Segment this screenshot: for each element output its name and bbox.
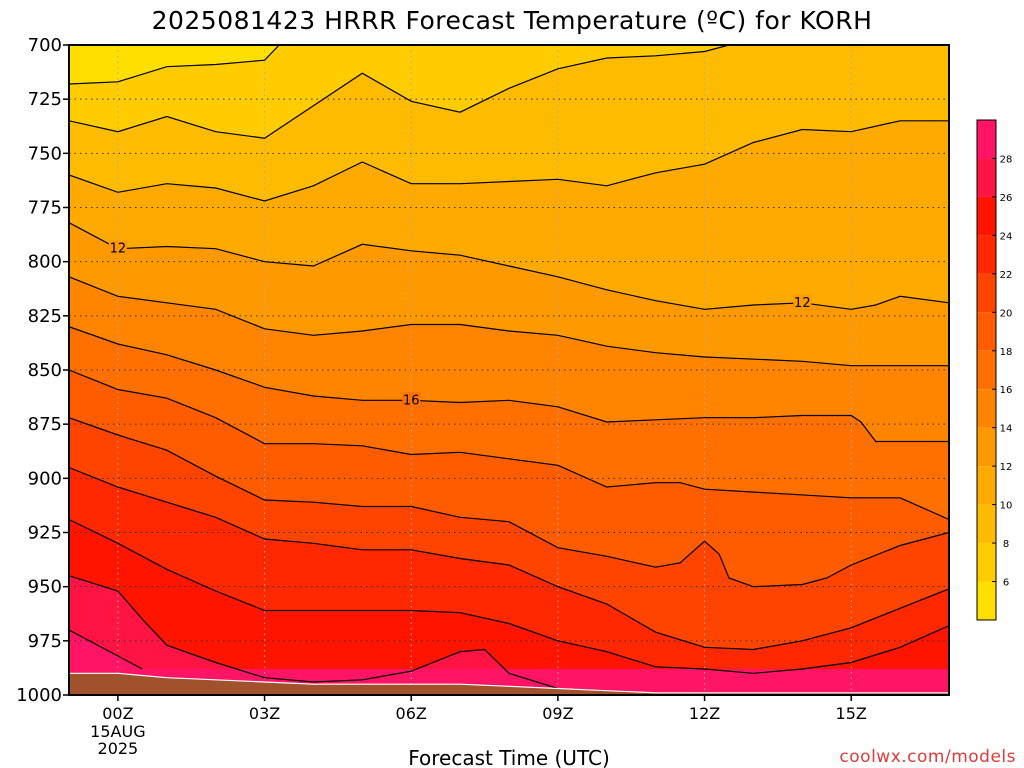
contour-label-12: 12	[110, 242, 127, 257]
y-axis: 700 725 750 775 800 825 850 875 900 925 950 975 1000	[16, 35, 69, 706]
y-tick-label-700: 700	[28, 35, 62, 56]
grid-lines	[69, 45, 949, 695]
colorbar-label-8: 8	[1003, 539, 1009, 550]
colorbar-swatch-12	[977, 427, 996, 467]
y-tick-label-875: 875	[28, 414, 62, 435]
y-tick-label-775: 775	[28, 198, 62, 219]
credit-label: coolwx.com/models	[839, 747, 1016, 767]
y-tick-label-900: 900	[28, 468, 62, 489]
contour-24	[69, 518, 949, 674]
x-tick-label-0: 00Z	[102, 704, 133, 723]
contour-12	[69, 222, 949, 310]
colorbar-swatch-26	[977, 158, 996, 197]
x-tick-label-9: 09Z	[542, 704, 573, 723]
contour-label-bg-16	[402, 392, 421, 408]
contour-10	[69, 120, 949, 202]
colorbar-swatch-20	[977, 273, 996, 313]
colorbar-label-26: 26	[1000, 193, 1013, 204]
colorbar-swatch-6	[977, 543, 996, 582]
y-tick-label-1000: 1000	[16, 685, 62, 706]
colorbar-label-6: 6	[1003, 578, 1009, 589]
colorbar-label-16: 16	[1000, 385, 1013, 396]
colorbar-label-24: 24	[1000, 231, 1013, 242]
colorbar-frame	[976, 119, 997, 621]
colorbar-label-18: 18	[1000, 347, 1013, 358]
band-above-24	[69, 519, 949, 695]
contour-6	[69, 45, 280, 85]
colorbar-label-14: 14	[1000, 424, 1013, 435]
ground-terrain	[69, 672, 949, 695]
x-tick-label-3: 03Z	[249, 704, 280, 723]
y-tick-label-825: 825	[28, 306, 62, 327]
x-tick-label-12: 12Z	[689, 704, 720, 723]
contour-28	[69, 629, 143, 670]
colorbar-swatch-16	[977, 350, 996, 390]
x-tick-sublabel-0: 15AUG	[90, 722, 145, 741]
contour-20	[69, 417, 949, 588]
y-tick-label-975: 975	[28, 631, 62, 652]
y-tick-label-800: 800	[28, 252, 62, 273]
colorbar-label-10: 10	[1000, 501, 1013, 512]
colorbar-label-28: 28	[1000, 154, 1013, 165]
colorbar-label-20: 20	[1000, 308, 1013, 319]
colorbar-swatch-8	[977, 504, 996, 544]
colorbar-swatch-28	[977, 120, 996, 159]
colorbar: 6 8 10 12 14 16 18 20 22 24 26 28	[976, 119, 1013, 621]
contour-lines	[69, 45, 949, 692]
y-tick-label-925: 925	[28, 523, 62, 544]
y-tick-label-750: 750	[28, 143, 62, 164]
colorbar-swatch-4	[977, 581, 996, 620]
y-tick-label-850: 850	[28, 360, 62, 381]
x-tick-label-6: 06Z	[396, 704, 427, 723]
contour-label-bg-12	[108, 240, 127, 256]
y-tick-label-950: 950	[28, 577, 62, 598]
contour-label-bg-12	[793, 294, 812, 310]
x-axis-label: Forecast Time (UTC)	[408, 746, 610, 768]
colorbar-label-12: 12	[1000, 462, 1013, 473]
contour-label-12: 12	[794, 296, 811, 311]
colorbar-swatch-10	[977, 466, 996, 505]
contour-22	[69, 466, 949, 651]
colorbar-swatch-24	[977, 196, 996, 236]
colorbar-swatch-22	[977, 235, 996, 274]
y-tick-label-725: 725	[28, 89, 62, 110]
band-above-28	[69, 630, 949, 695]
contour-labels: 12 12 16	[108, 240, 812, 408]
colorbar-swatch-18	[977, 312, 996, 351]
contour-16	[69, 326, 949, 443]
contour-18	[69, 369, 949, 521]
contour-26	[69, 575, 607, 692]
chart-title: 2025081423 HRRR Forecast Temperature (ºC…	[152, 6, 873, 35]
ground-layer	[69, 672, 949, 695]
plot-area: 12 12 16	[69, 45, 949, 695]
x-tick-label-15: 15Z	[836, 704, 867, 723]
colorbar-label-22: 22	[1000, 270, 1013, 281]
colorbar-swatch-14	[977, 389, 996, 428]
contour-14	[69, 276, 949, 367]
x-tick-sublabel-1: 2025	[98, 739, 139, 758]
contour-label-16: 16	[403, 393, 420, 408]
contour-8	[69, 45, 730, 139]
